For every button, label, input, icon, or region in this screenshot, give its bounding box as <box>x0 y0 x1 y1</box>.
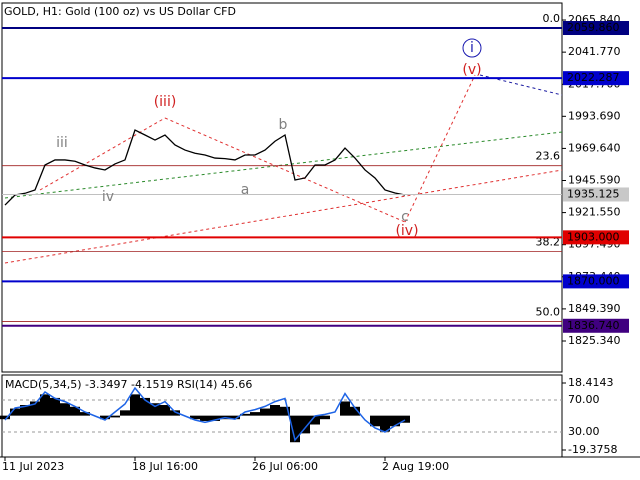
macd-bar <box>130 394 140 416</box>
trend-line <box>164 117 406 223</box>
fib-label: 23.6 <box>536 150 561 163</box>
rsi-line <box>4 386 406 442</box>
wave-label: (v) <box>462 62 481 78</box>
macd-bar <box>70 406 80 416</box>
macd-bar <box>260 408 270 416</box>
macd-bar <box>0 415 10 420</box>
macd-bar <box>340 401 350 416</box>
level-label: 1836.740 <box>567 319 620 332</box>
macd-bar <box>190 415 200 420</box>
trend-line <box>39 117 166 191</box>
macd-bar <box>110 415 120 418</box>
macd-bar <box>80 412 90 416</box>
macd-bar <box>310 415 320 425</box>
level-label: 2022.287 <box>567 71 620 84</box>
macd-bar <box>160 405 170 416</box>
wave-label: (iv) <box>395 223 418 239</box>
macd-bar <box>400 415 410 423</box>
y-tick-label: 1993.690 <box>568 109 621 122</box>
macd-bar <box>50 397 60 416</box>
macd-bar <box>20 405 30 416</box>
main-panel <box>1 2 563 373</box>
macd-bar <box>150 403 160 416</box>
macd-bar <box>200 415 210 421</box>
y-tick-label: 1849.390 <box>568 302 621 315</box>
last-price-label: 1935.125 <box>567 187 620 200</box>
y-tick-label: -19.3758 <box>568 443 617 456</box>
x-tick-label: 26 Jul 06:00 <box>252 460 318 473</box>
macd-bar <box>210 415 220 421</box>
wave-label: iv <box>102 189 114 205</box>
wave-label: i <box>470 40 474 56</box>
fib-label: 38.2 <box>536 235 561 248</box>
level-box <box>563 230 629 245</box>
macd-bar <box>240 413 250 416</box>
macd-bar <box>390 415 400 427</box>
level-label: 2059.860 <box>567 21 620 34</box>
macd-bar <box>350 406 360 416</box>
macd-bar <box>230 415 240 420</box>
price-line <box>4 129 406 206</box>
y-tick-label: 1969.640 <box>568 141 621 154</box>
macd-bar <box>100 415 110 420</box>
macd-bar <box>280 406 290 416</box>
level-label: 1870.000 <box>567 274 620 287</box>
level-box <box>563 71 629 86</box>
macd-bar <box>320 415 330 420</box>
level-box <box>563 274 629 289</box>
level-box <box>563 318 629 333</box>
wave-label: a <box>241 182 250 198</box>
y-tick-label: 1945.590 <box>568 174 621 187</box>
level-box <box>563 21 629 36</box>
y-tick-label: 1825.340 <box>568 334 621 347</box>
fib-label: 0.0 <box>543 12 561 25</box>
trend-line <box>4 169 563 264</box>
wave-label: iii <box>56 135 68 151</box>
macd-bar <box>370 415 380 427</box>
wave-circle <box>462 38 482 58</box>
wave-label: c <box>401 209 409 225</box>
fib-label: 50.0 <box>536 305 561 318</box>
y2-tick-label: 70.00 <box>568 393 600 406</box>
macd-bar <box>270 405 280 416</box>
y-tick-label: 2041.770 <box>568 45 621 58</box>
y2-tick-label: 30.00 <box>568 425 600 438</box>
x-tick-label: 11 Jul 2023 <box>2 460 64 473</box>
wave-label: (iii) <box>154 94 177 110</box>
level-label: 1903.000 <box>567 230 620 243</box>
chart-title: GOLD, H1: Gold (100 oz) vs US Dollar CFD <box>4 5 236 18</box>
wave-label: b <box>279 117 288 133</box>
indicator-title: MACD(5,34,5) -3.3497 -4.1519 RSI(14) 45.… <box>5 378 252 391</box>
y-tick-label: 1921.550 <box>568 206 621 219</box>
macd-bar <box>290 415 300 443</box>
x-tick-label: 2 Aug 19:00 <box>382 460 449 473</box>
macd-bar <box>120 410 130 416</box>
macd-bar <box>380 415 390 432</box>
macd-bar <box>10 408 20 416</box>
macd-bar <box>300 415 310 434</box>
macd-bar <box>30 401 40 416</box>
macd-bar <box>140 397 150 416</box>
macd-bar <box>250 412 260 416</box>
last-price-box <box>563 187 629 202</box>
macd-bar <box>40 394 50 416</box>
macd-bar <box>170 410 180 416</box>
y-tick-label: 18.4143 <box>568 376 614 389</box>
x-tick-label: 18 Jul 16:00 <box>132 460 198 473</box>
macd-bar <box>60 403 70 416</box>
